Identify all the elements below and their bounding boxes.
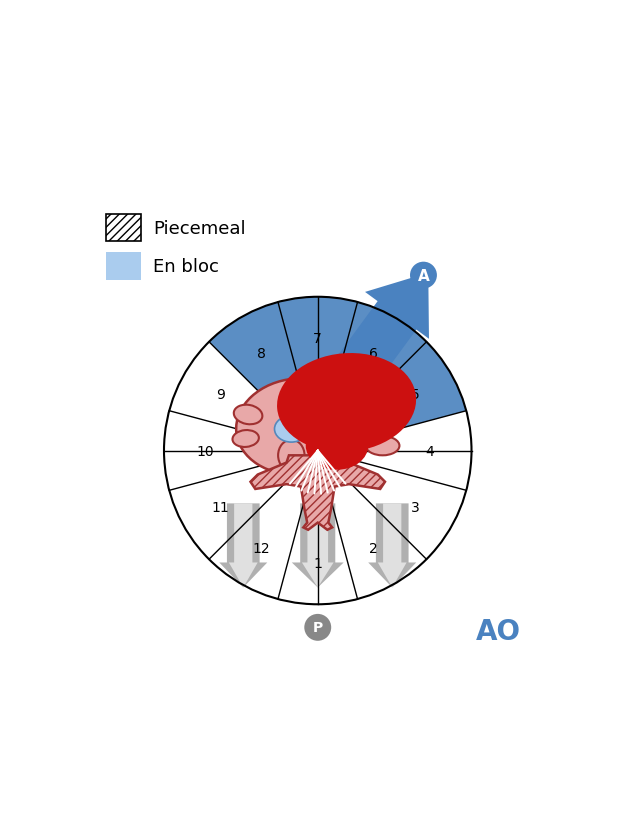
Text: Piecemeal: Piecemeal	[153, 219, 246, 237]
Polygon shape	[302, 504, 334, 588]
FancyBboxPatch shape	[107, 214, 141, 242]
Text: 3: 3	[410, 500, 419, 514]
Text: 5: 5	[410, 388, 419, 402]
Ellipse shape	[366, 436, 399, 456]
Ellipse shape	[278, 441, 304, 472]
Text: 10: 10	[197, 444, 215, 458]
Text: P: P	[312, 620, 323, 635]
Circle shape	[410, 263, 437, 289]
Text: 12: 12	[253, 541, 270, 555]
Wedge shape	[209, 298, 466, 451]
Text: AO: AO	[476, 617, 520, 645]
Text: 8: 8	[257, 347, 266, 361]
Ellipse shape	[232, 431, 259, 447]
Ellipse shape	[277, 354, 416, 452]
Text: 6: 6	[370, 347, 378, 361]
Polygon shape	[368, 504, 416, 588]
Polygon shape	[378, 504, 407, 588]
Ellipse shape	[236, 379, 361, 475]
Polygon shape	[250, 456, 385, 530]
FancyBboxPatch shape	[107, 252, 141, 281]
Text: 4: 4	[425, 444, 435, 458]
Text: A: A	[418, 268, 429, 283]
Text: 7: 7	[313, 332, 322, 346]
Polygon shape	[229, 504, 258, 588]
Text: 2: 2	[370, 541, 378, 555]
Polygon shape	[303, 273, 429, 431]
Polygon shape	[219, 504, 267, 588]
Circle shape	[304, 614, 331, 641]
Ellipse shape	[331, 441, 357, 472]
Ellipse shape	[306, 422, 368, 470]
Ellipse shape	[234, 405, 262, 425]
Text: En bloc: En bloc	[153, 257, 219, 276]
Text: 9: 9	[216, 388, 225, 402]
Ellipse shape	[275, 416, 308, 442]
Polygon shape	[292, 504, 343, 588]
Text: 11: 11	[211, 500, 229, 514]
Text: 1: 1	[313, 556, 322, 570]
